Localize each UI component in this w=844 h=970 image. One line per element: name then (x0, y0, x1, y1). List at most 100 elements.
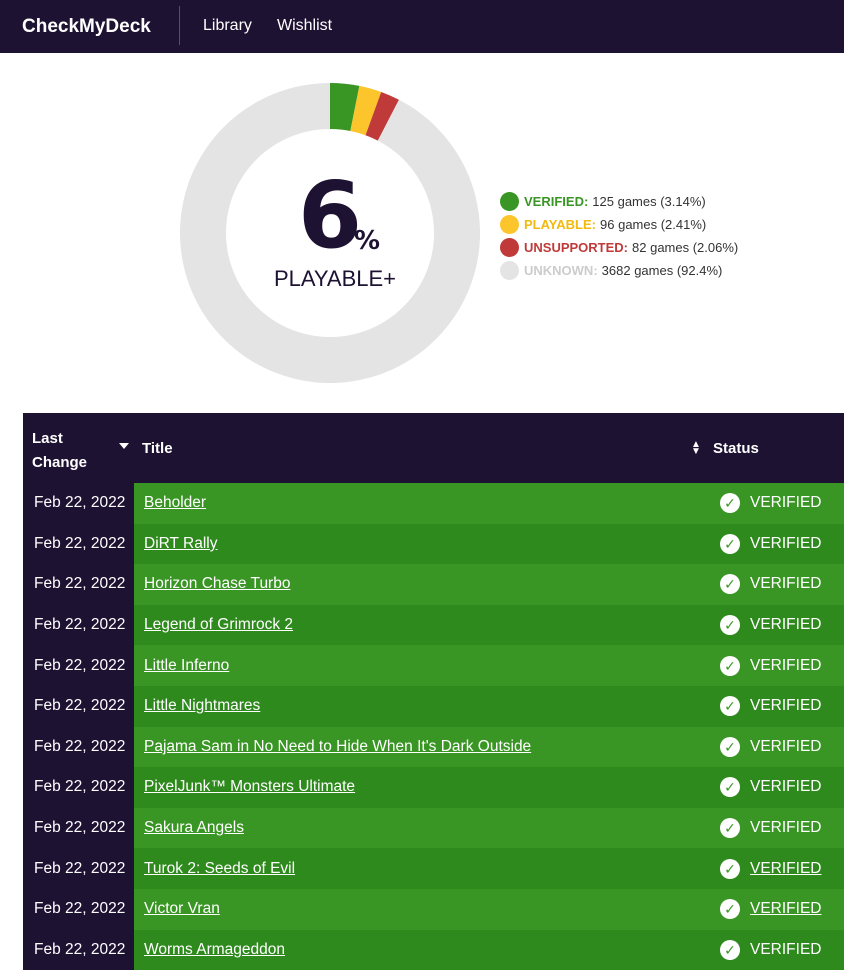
status-text[interactable]: VERIFIED (750, 859, 822, 877)
status-text: VERIFIED (750, 616, 822, 634)
check-circle-icon: ✓ (720, 777, 740, 798)
last-change-cell: Feb 22, 2022 (23, 888, 134, 930)
game-title-link[interactable]: Beholder (144, 494, 207, 512)
legend-item: UNKNOWN: 3682 games (92.4%) (500, 259, 738, 282)
legend-color-dot (500, 215, 519, 234)
legend-color-dot (500, 238, 519, 257)
check-circle-icon: ✓ (720, 655, 740, 676)
game-title-link[interactable]: Pajama Sam in No Need to Hide When It's … (144, 737, 532, 755)
playable-label: PLAYABLE+ (273, 266, 397, 291)
sort-unsorted-icon[interactable]: ▲ ▼ (691, 439, 701, 457)
playable-percent-value: 6 (298, 162, 362, 269)
chart-legend: VERIFIED: 125 games (3.14%) PLAYABLE: 96… (500, 190, 738, 282)
status-text: VERIFIED (750, 778, 822, 796)
row-main-cell: Victor Vran ✓ VERIFIED (134, 888, 844, 930)
check-circle-icon: ✓ (720, 493, 740, 514)
status-text: VERIFIED (750, 656, 822, 674)
row-main-cell: Turok 2: Seeds of Evil ✓ VERIFIED (134, 848, 844, 889)
nav-link-library[interactable]: Library (203, 17, 252, 34)
last-change-label-line1: Last (32, 430, 63, 447)
table-row: Feb 22, 2022 Legend of Grimrock 2 ✓ VERI… (23, 604, 844, 646)
last-change-cell: Feb 22, 2022 (23, 604, 134, 646)
last-change-cell: Feb 22, 2022 (23, 726, 134, 768)
last-change-cell: Feb 22, 2022 (23, 523, 134, 565)
status-text: VERIFIED (750, 819, 822, 837)
game-title-link[interactable]: Victor Vran (144, 900, 220, 918)
table-header: Last Change Title ▲ ▼ Status (23, 413, 844, 483)
table-row: Feb 22, 2022 DiRT Rally ✓ VERIFIED (23, 523, 844, 565)
table-body: Feb 22, 2022 Beholder ✓ VERIFIED Feb 22,… (23, 483, 844, 970)
check-circle-icon: ✓ (720, 533, 740, 554)
game-title-link[interactable]: Turok 2: Seeds of Evil (144, 859, 296, 877)
game-title-link[interactable]: Horizon Chase Turbo (144, 575, 291, 593)
last-change-label-line2: Change (32, 454, 88, 471)
table-row: Feb 22, 2022 Sakura Angels ✓ VERIFIED (23, 807, 844, 849)
sort-descending-icon[interactable] (119, 443, 129, 449)
row-main-cell: Worms Armageddon ✓ VERIFIED (134, 929, 844, 970)
last-change-cell: Feb 22, 2022 (23, 767, 134, 808)
table-row: Feb 22, 2022 Horizon Chase Turbo ✓ VERIF… (23, 564, 844, 605)
status-text[interactable]: VERIFIED (750, 900, 822, 918)
last-change-cell: Feb 22, 2022 (23, 685, 134, 727)
game-title-link[interactable]: Sakura Angels (144, 819, 244, 837)
nav-link-wishlist[interactable]: Wishlist (277, 17, 333, 34)
table-row: Feb 22, 2022 Pajama Sam in No Need to Hi… (23, 726, 844, 768)
check-circle-icon: ✓ (720, 615, 740, 636)
check-circle-icon: ✓ (720, 899, 740, 920)
game-title-link[interactable]: Little Inferno (144, 656, 230, 674)
legend-status-detail: 125 games (3.14%) (592, 194, 706, 209)
game-title-link[interactable]: PixelJunk™ Monsters Ultimate (144, 778, 356, 796)
games-table: Last Change Title ▲ ▼ Status Feb 22, 2022… (23, 413, 844, 970)
legend-status-detail: 82 games (2.06%) (632, 240, 739, 255)
donut-slice-unknown (180, 83, 480, 383)
game-title-link[interactable]: DiRT Rally (144, 534, 218, 552)
status-text: VERIFIED (750, 737, 822, 755)
check-circle-icon: ✓ (720, 696, 740, 717)
percent-sign: % (354, 226, 381, 256)
game-title-link[interactable]: Legend of Grimrock 2 (144, 616, 294, 634)
last-change-cell: Feb 22, 2022 (23, 645, 134, 686)
legend-color-dot (500, 192, 519, 211)
row-main-cell: Little Nightmares ✓ VERIFIED (134, 685, 844, 727)
check-circle-icon: ✓ (720, 574, 740, 595)
status-text: VERIFIED (750, 697, 822, 715)
legend-item: UNSUPPORTED: 82 games (2.06%) (500, 236, 738, 259)
table-row: Feb 22, 2022 Turok 2: Seeds of Evil ✓ VE… (23, 848, 844, 889)
donut-slice-unsupported (365, 92, 399, 141)
game-title-link[interactable]: Worms Armageddon (144, 940, 285, 958)
status-text: VERIFIED (750, 494, 822, 512)
check-circle-icon: ✓ (720, 858, 740, 879)
table-row: Feb 22, 2022 Worms Armageddon ✓ VERIFIED (23, 929, 844, 970)
legend-status-name: PLAYABLE: (524, 217, 597, 232)
status-text: VERIFIED (750, 534, 822, 552)
row-main-cell: Pajama Sam in No Need to Hide When It's … (134, 726, 844, 768)
row-main-cell: Little Inferno ✓ VERIFIED (134, 645, 844, 686)
table-row: Feb 22, 2022 Little Inferno ✓ VERIFIED (23, 645, 844, 686)
table-row: Feb 22, 2022 Beholder ✓ VERIFIED (23, 483, 844, 524)
legend-item: PLAYABLE: 96 games (2.41%) (500, 213, 738, 236)
legend-status-name: UNSUPPORTED: (524, 240, 629, 255)
row-main-cell: PixelJunk™ Monsters Ultimate ✓ VERIFIED (134, 767, 844, 808)
nav-divider (179, 6, 180, 45)
last-change-cell: Feb 22, 2022 (23, 483, 134, 524)
last-change-cell: Feb 22, 2022 (23, 848, 134, 889)
column-header-status[interactable]: Status (713, 440, 759, 457)
row-main-cell: Horizon Chase Turbo ✓ VERIFIED (134, 564, 844, 605)
last-change-cell: Feb 22, 2022 (23, 929, 134, 970)
brand-logo[interactable]: CheckMyDeck (22, 16, 151, 37)
legend-color-dot (500, 261, 519, 280)
legend-status-detail: 96 games (2.41%) (600, 217, 707, 232)
column-header-title[interactable]: Title (142, 440, 173, 457)
last-change-cell: Feb 22, 2022 (23, 807, 134, 849)
row-main-cell: DiRT Rally ✓ VERIFIED (134, 523, 844, 565)
row-main-cell: Beholder ✓ VERIFIED (134, 483, 844, 524)
status-text: VERIFIED (750, 575, 822, 593)
status-donut-chart (180, 83, 480, 383)
last-change-cell: Feb 22, 2022 (23, 564, 134, 605)
table-row: Feb 22, 2022 Little Nightmares ✓ VERIFIE… (23, 685, 844, 727)
column-header-last-change[interactable]: Last Change (32, 427, 87, 475)
game-title-link[interactable]: Little Nightmares (144, 697, 261, 715)
legend-status-name: UNKNOWN: (524, 263, 598, 278)
row-main-cell: Sakura Angels ✓ VERIFIED (134, 807, 844, 849)
legend-item: VERIFIED: 125 games (3.14%) (500, 190, 738, 213)
